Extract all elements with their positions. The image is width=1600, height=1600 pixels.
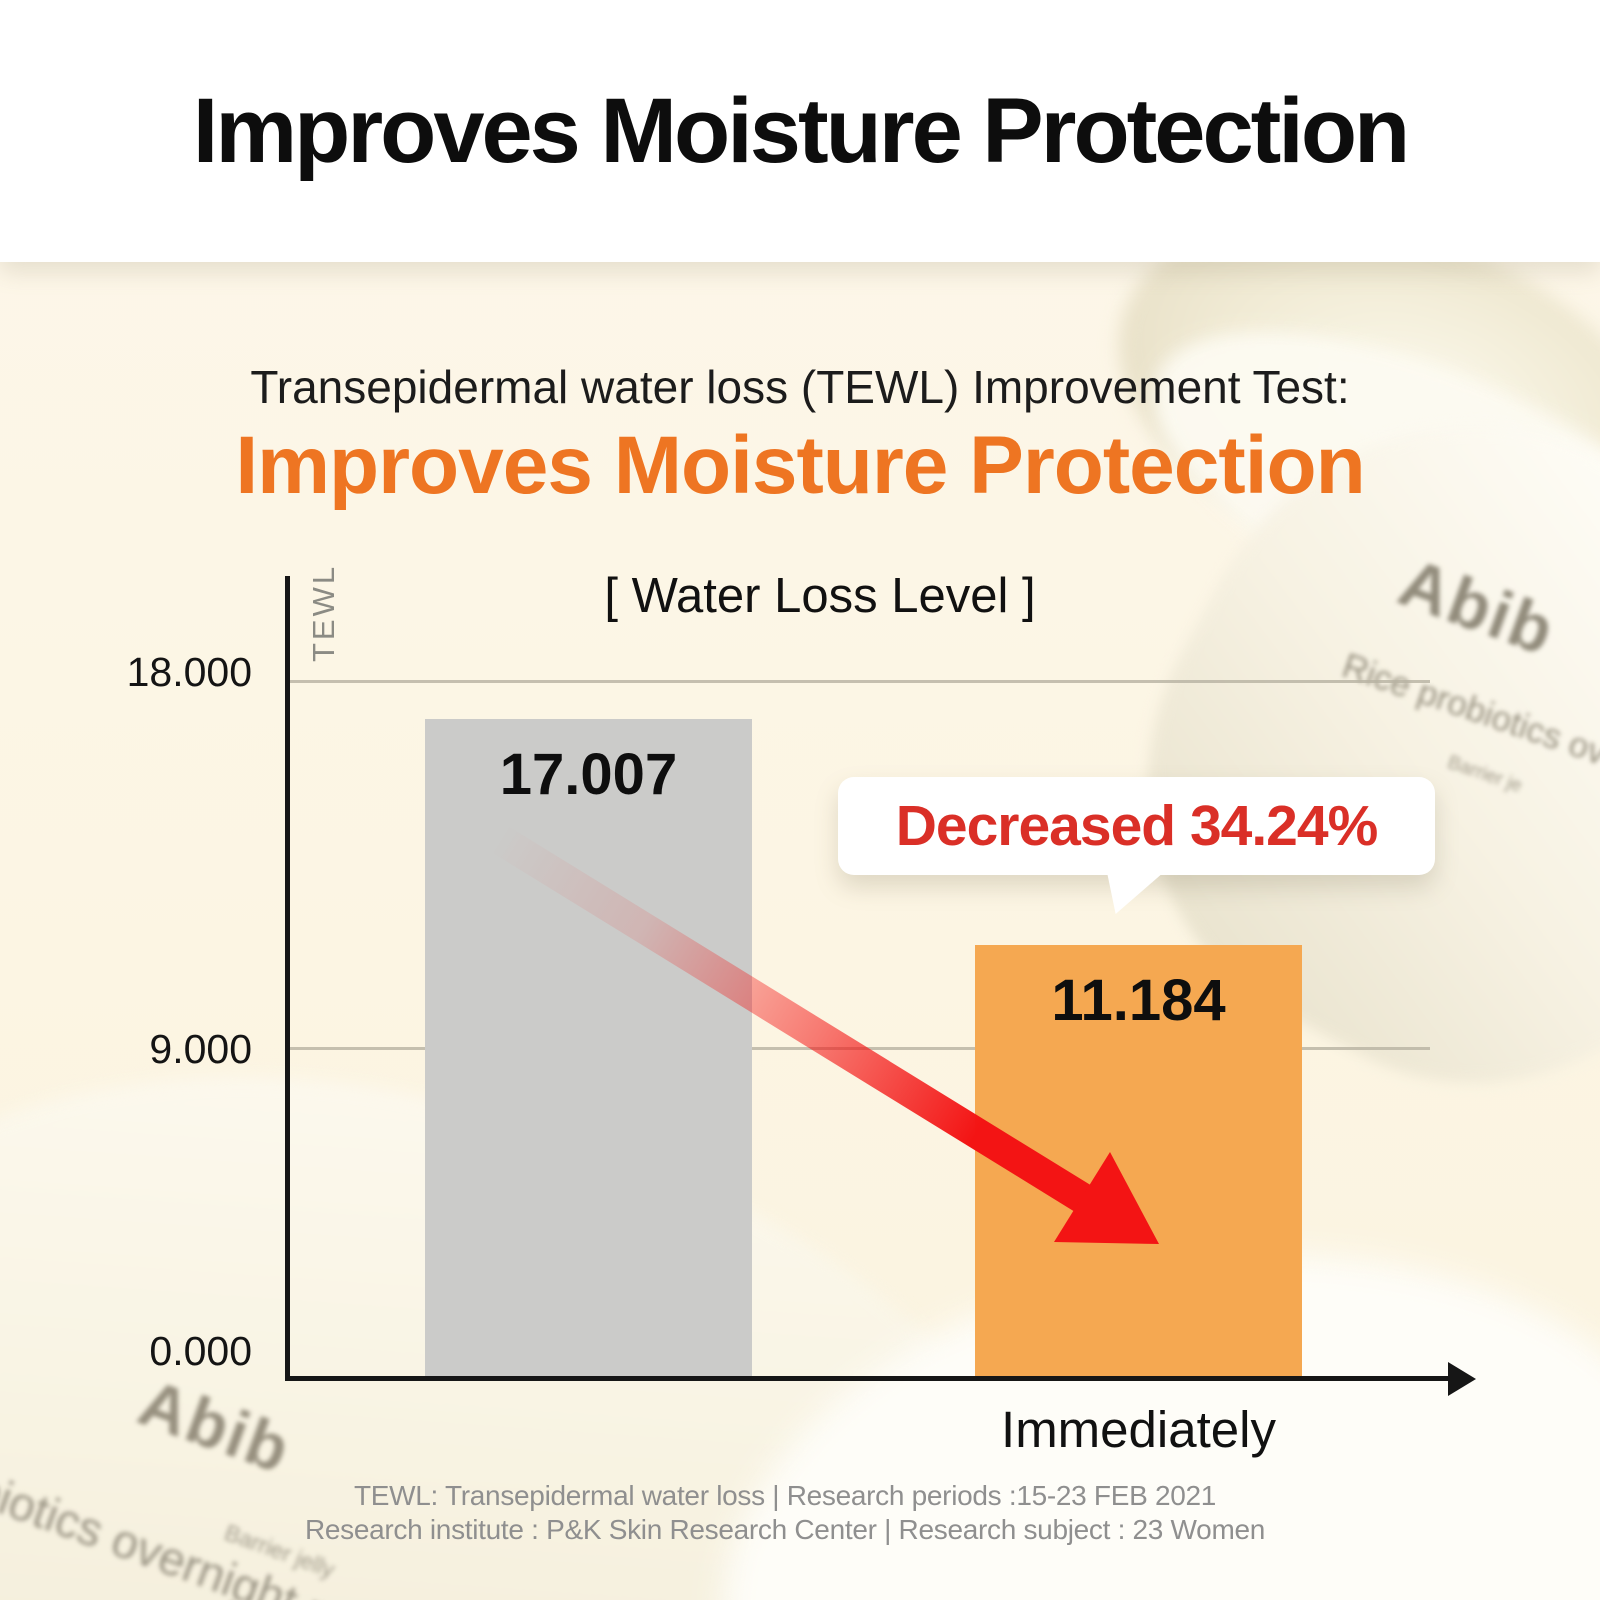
footer-research-period: TEWL: Transepidermal water loss | Resear… <box>353 1480 1217 1511</box>
decrease-callout-text: Decreased 34.24% <box>895 794 1379 858</box>
test-subtitle: Transepidermal water loss (TEWL) Improve… <box>250 361 1350 413</box>
jar-brand-text: Abib <box>1389 544 1566 670</box>
bar-immediately: 11.184 <box>975 945 1302 1378</box>
orange-headline: Improves Moisture Protection <box>235 420 1365 511</box>
chart-title: [ Water Loss Level ] <box>604 569 1036 623</box>
y-tick-18000: 18.000 <box>126 649 252 695</box>
x-axis-line <box>285 1376 1452 1381</box>
y-axis-line <box>285 576 290 1381</box>
x-category-label: Immediately <box>1001 1401 1276 1458</box>
jar-product-text: Rice probiotics ov <box>1337 646 1600 773</box>
bar-value-label: 11.184 <box>1051 968 1226 1033</box>
y-tick-9000: 9.000 <box>149 1026 252 1072</box>
y-axis-label: TEWL <box>306 563 341 662</box>
gridline-18 <box>288 680 1430 683</box>
page-title: Improves Moisture Protection <box>192 79 1410 182</box>
x-axis-arrowhead-icon <box>1448 1362 1476 1396</box>
footer-research-institute: Research institute : P&K Skin Research C… <box>304 1514 1266 1545</box>
bar-value-label: 17.007 <box>499 742 678 807</box>
jar-brand-text: Abib <box>130 1364 301 1488</box>
decrease-callout: Decreased 34.24% <box>838 777 1435 875</box>
callout-tail <box>1106 872 1164 914</box>
top-banner: Improves Moisture Protection <box>0 0 1600 262</box>
y-tick-0000: 0.000 <box>149 1328 252 1374</box>
bar-baseline: 17.007 <box>425 719 752 1378</box>
jar-small-text: Barrier je <box>1444 752 1525 798</box>
